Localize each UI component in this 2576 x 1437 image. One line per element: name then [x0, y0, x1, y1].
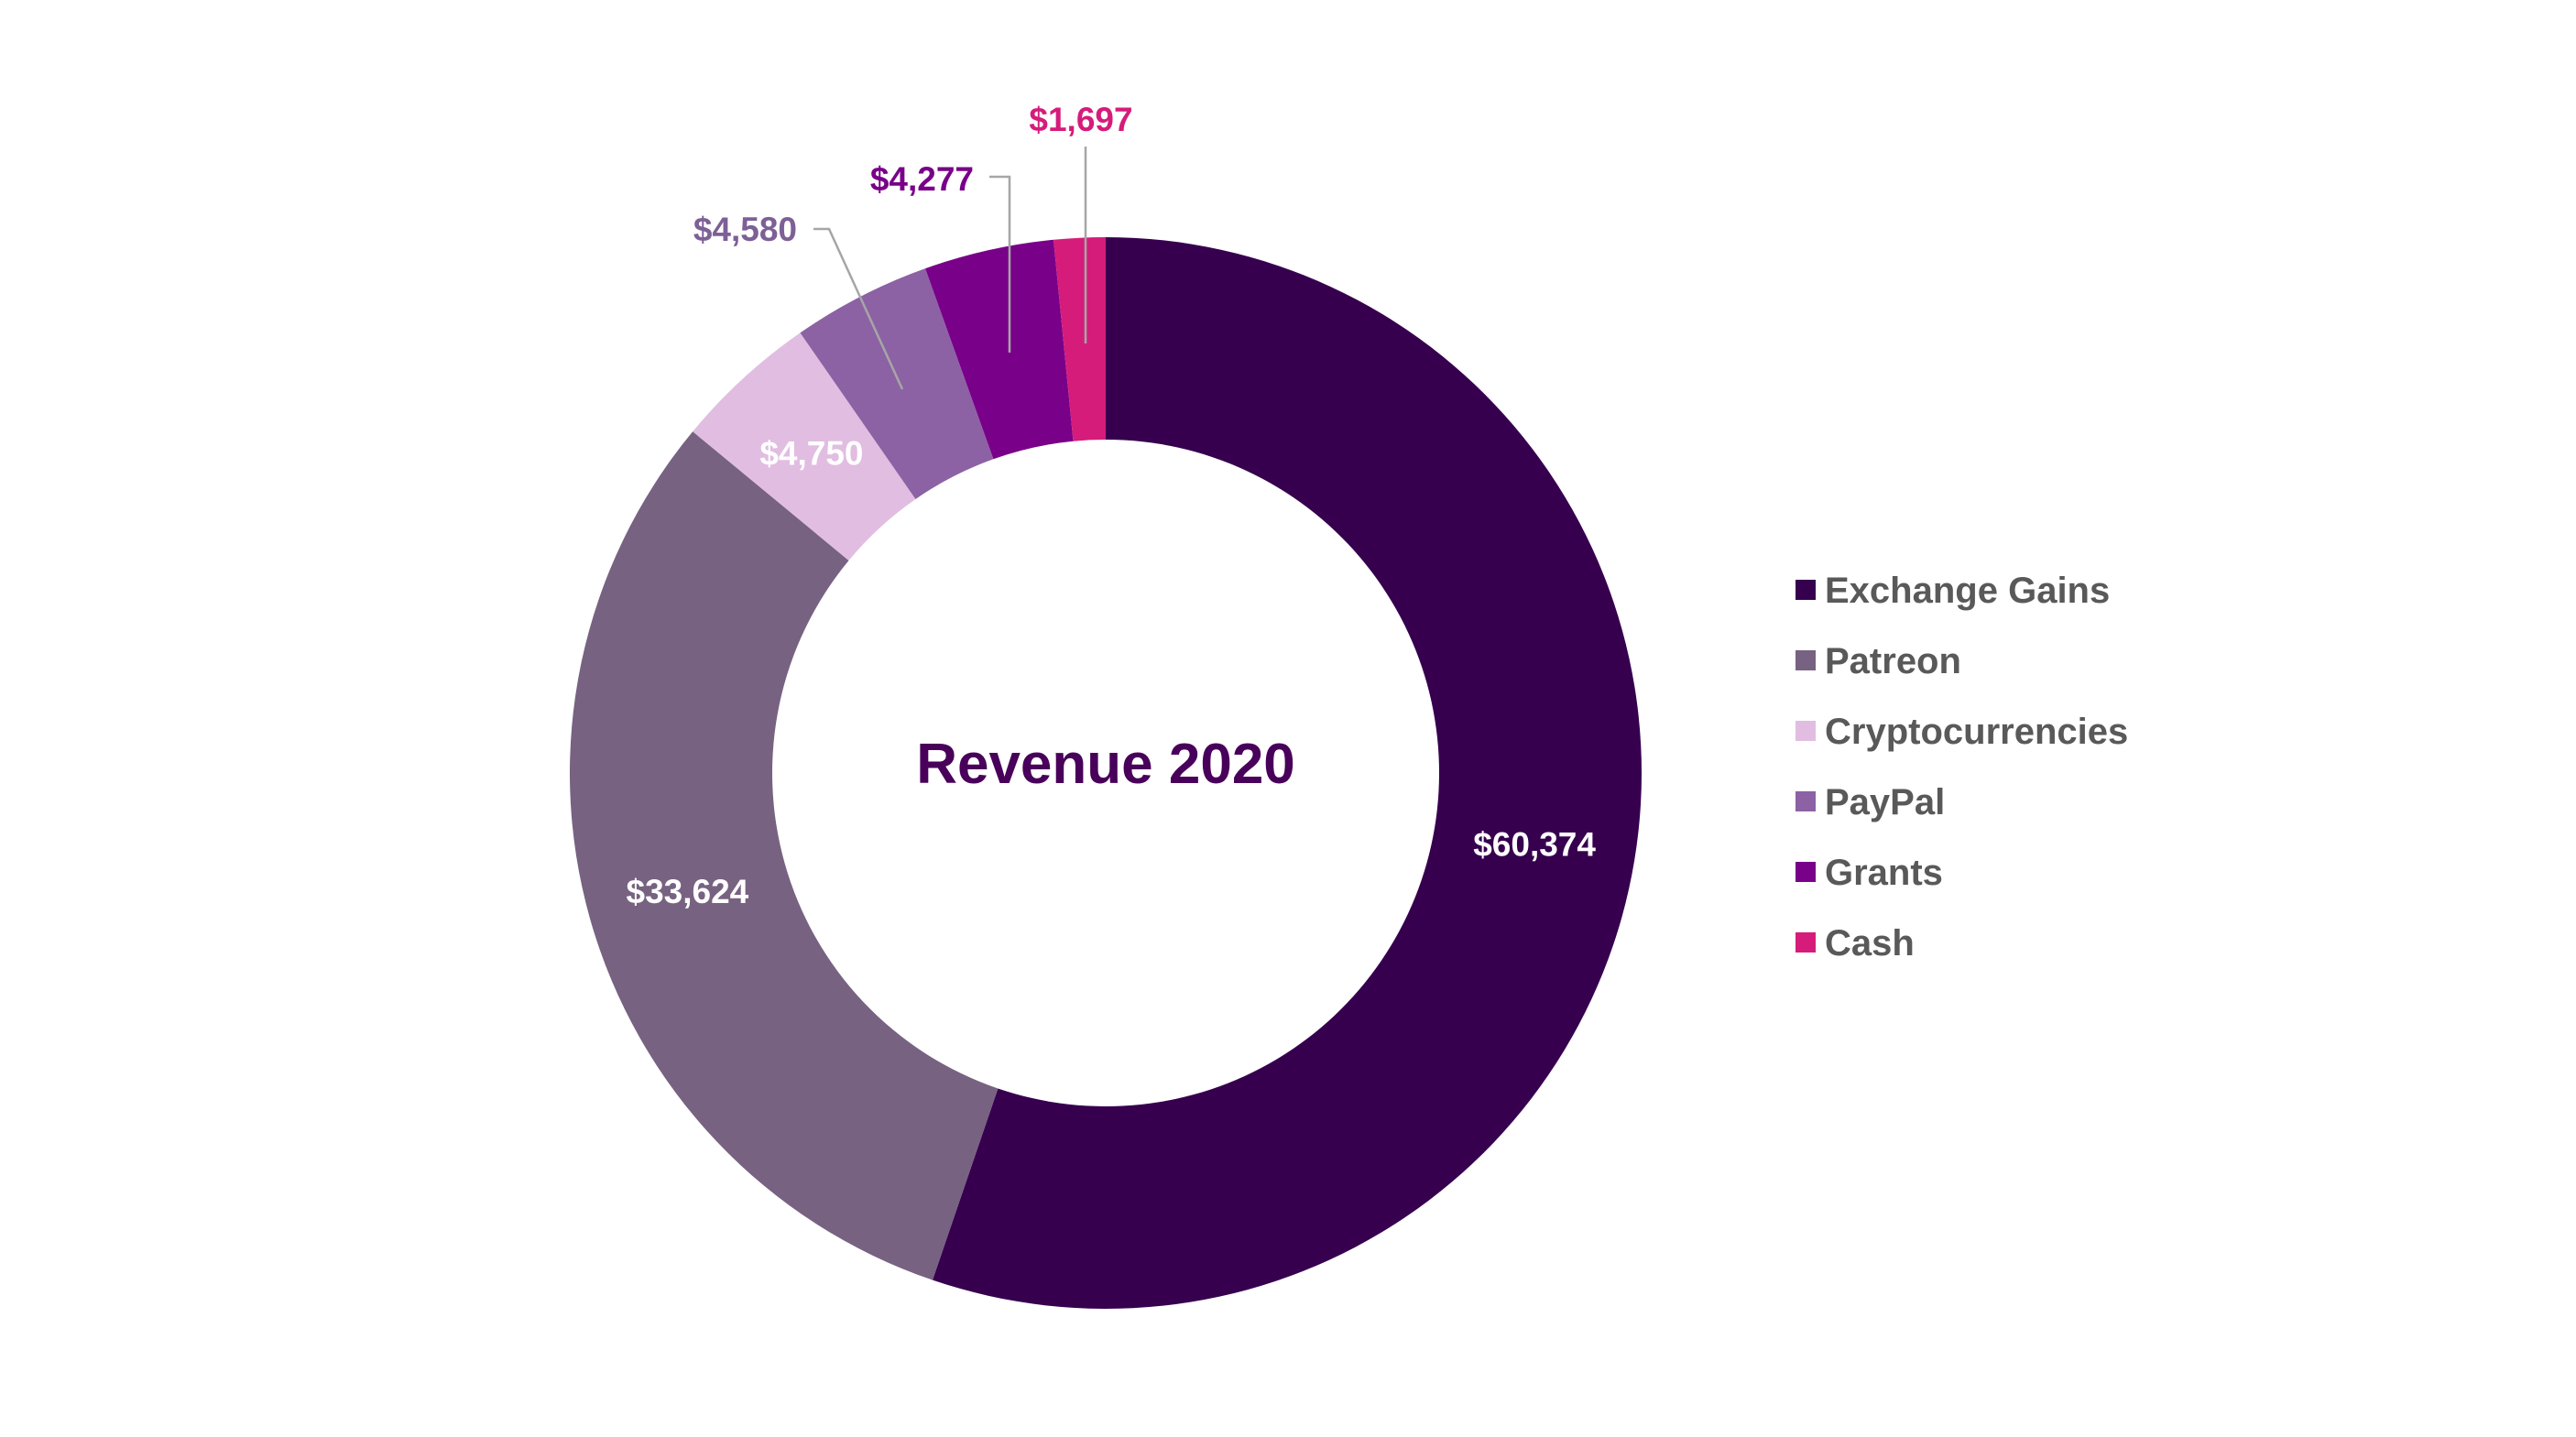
legend-swatch-cash	[1796, 932, 1816, 953]
leader-lines-group	[813, 147, 1087, 390]
data-label-grants: $4,277	[870, 160, 974, 198]
data-label-cryptocurrencies: $4,750	[759, 435, 863, 473]
slice-patreon	[569, 431, 999, 1280]
legend-label-exchange-gains: Exchange Gains	[1825, 571, 2110, 611]
legend-label-patreon: Patreon	[1825, 641, 1961, 681]
legend-swatch-patreon	[1796, 650, 1816, 670]
slice-paypal	[800, 268, 994, 499]
legend-label-grants: Grants	[1825, 853, 1943, 893]
slice-exchange-gains	[932, 237, 1643, 1309]
leader-line-grants	[989, 175, 1011, 353]
data-label-paypal: $4,580	[693, 211, 797, 248]
legend-label-cryptocurrencies: Cryptocurrencies	[1825, 712, 2128, 752]
legend: Exchange Gains Patreon Cryptocurrencies Pay…	[1796, 571, 2128, 963]
leader-line-paypal	[813, 227, 904, 390]
legend-swatch-cryptocurrencies	[1796, 721, 1816, 741]
data-label-patreon: $33,624	[627, 873, 749, 910]
legend-swatch-paypal	[1796, 791, 1816, 811]
data-labels-group: $60,374 $33,624 $4,750 $4,580 $4,277 $1,697	[627, 101, 1597, 910]
legend-label-paypal: PayPal	[1825, 782, 1945, 822]
legend-swatch-grants	[1796, 862, 1816, 882]
chart-title: Revenue 2020	[916, 733, 1295, 796]
legend-swatch-exchange-gains	[1796, 580, 1816, 600]
slice-grants	[925, 239, 1074, 460]
slice-cash	[1053, 237, 1106, 441]
legend-label-cash: Cash	[1825, 923, 1915, 963]
slices-group	[569, 237, 1643, 1309]
slice-cryptocurrencies	[693, 332, 916, 561]
data-label-cash: $1,697	[1029, 101, 1132, 138]
data-label-exchange-gains: $60,374	[1473, 826, 1596, 864]
